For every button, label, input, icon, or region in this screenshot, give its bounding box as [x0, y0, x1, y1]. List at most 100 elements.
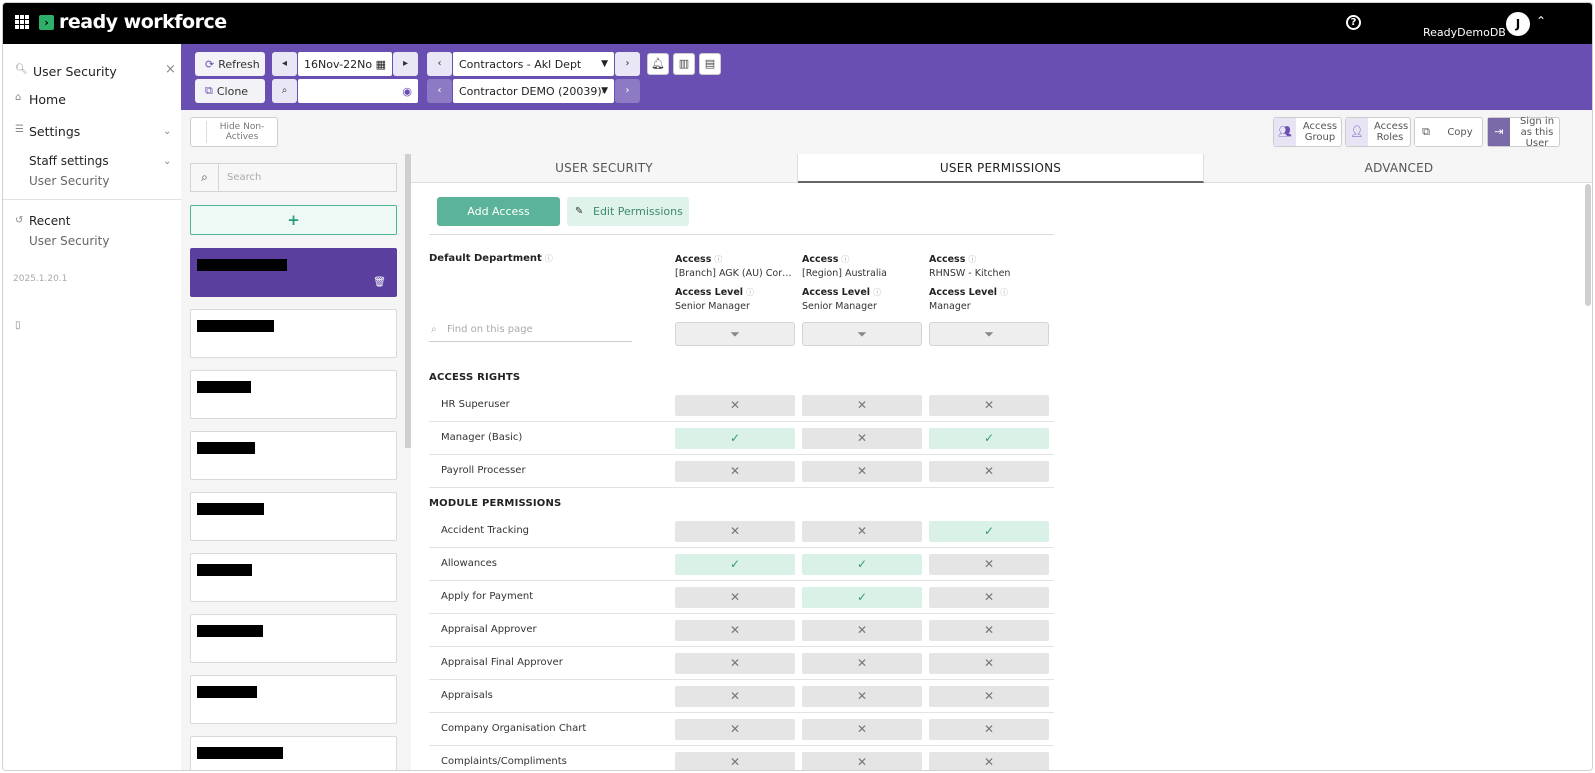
user-card[interactable] — [190, 675, 397, 724]
permission-denied-x-icon[interactable]: ✕ — [929, 587, 1049, 608]
add-access-button[interactable]: Add Access — [437, 197, 560, 226]
user-search-input[interactable]: ⌕ Search — [190, 163, 397, 192]
access-roles-button[interactable]: 👤︎ Access Roles — [1345, 117, 1411, 147]
permission-denied-x-icon[interactable]: ✕ — [675, 620, 795, 641]
chevron-down-icon[interactable]: ⌄ — [163, 156, 172, 167]
column-filter-button[interactable]: ⏷ — [802, 322, 922, 346]
permission-denied-x-icon[interactable]: ✕ — [675, 686, 795, 707]
permission-granted-check-icon[interactable]: ✓ — [802, 554, 922, 575]
sign-in-as-user-button[interactable]: ⇥ Sign in as this User — [1487, 116, 1560, 149]
sidebar-recent-user-security[interactable]: User Security — [29, 234, 110, 248]
user-card[interactable] — [190, 309, 397, 358]
user-card[interactable] — [190, 614, 397, 663]
tab-advanced[interactable]: ADVANCED — [1364, 161, 1434, 175]
permission-denied-x-icon[interactable]: ✕ — [675, 461, 795, 482]
find-on-page-input[interactable]: ⌕ Find on this page — [429, 320, 632, 342]
column-filter-button[interactable]: ⏷ — [675, 322, 795, 346]
user-card[interactable] — [190, 370, 397, 419]
permission-denied-x-icon[interactable]: ✕ — [675, 719, 795, 740]
toggle-switch[interactable] — [195, 121, 207, 143]
sliders-icon: ☰ — [15, 124, 24, 135]
chevron-down-icon[interactable]: ⌄ — [163, 126, 172, 137]
redacted-name — [197, 381, 251, 393]
permission-denied-x-icon[interactable]: ✕ — [929, 686, 1049, 707]
permission-denied-x-icon[interactable]: ✕ — [802, 461, 922, 482]
user-card[interactable] — [190, 736, 397, 770]
app-launcher-icon[interactable] — [15, 15, 29, 29]
permission-denied-x-icon[interactable]: ✕ — [929, 461, 1049, 482]
content-scrollbar[interactable] — [1585, 184, 1591, 306]
permission-granted-check-icon[interactable]: ✓ — [929, 428, 1049, 449]
department-select[interactable]: Contractors - Akl Dept ▼ — [453, 52, 614, 76]
refresh-button[interactable]: ⟳ Refresh — [195, 52, 265, 76]
bell-icon[interactable]: 🔔︎ — [647, 53, 669, 75]
user-card[interactable] — [190, 431, 397, 480]
date-prev-button[interactable]: ◂ — [272, 52, 297, 76]
eye-icon[interactable]: ◉ — [402, 84, 412, 98]
column-filter-button[interactable]: ⏷ — [929, 322, 1049, 346]
permission-denied-x-icon[interactable]: ✕ — [929, 554, 1049, 575]
department-next-button[interactable]: › — [615, 52, 640, 76]
building-icon[interactable]: ▥ — [673, 53, 695, 75]
clone-button[interactable]: ⧉ Clone — [195, 79, 265, 103]
permission-denied-x-icon[interactable]: ✕ — [675, 395, 795, 416]
permission-denied-x-icon[interactable]: ✕ — [929, 719, 1049, 740]
calendar-icon[interactable]: ▦ — [375, 57, 386, 71]
add-user-button[interactable]: + — [190, 205, 397, 235]
tab-user-permissions[interactable]: USER PERMISSIONS — [798, 154, 1204, 183]
permission-denied-x-icon[interactable]: ✕ — [929, 620, 1049, 641]
permission-denied-x-icon[interactable]: ✕ — [675, 653, 795, 674]
permission-denied-x-icon[interactable]: ✕ — [929, 395, 1049, 416]
sidebar-item-home[interactable]: Home — [29, 92, 66, 107]
contractor-prev-button[interactable]: ‹ — [427, 79, 452, 103]
sidebar-item-staff-settings[interactable]: Staff settings — [29, 154, 109, 168]
user-avatar[interactable]: J — [1506, 12, 1530, 36]
redacted-name — [197, 625, 263, 637]
id-card-icon[interactable]: ▤ — [699, 53, 721, 75]
permission-granted-check-icon[interactable]: ✓ — [802, 587, 922, 608]
department-prev-button[interactable]: ‹ — [427, 52, 452, 76]
user-list-scrollbar[interactable] — [405, 154, 411, 448]
tab-user-security[interactable]: USER SECURITY — [411, 154, 798, 183]
user-card[interactable]: 🗑︎ — [190, 248, 397, 297]
sidebar-item-recent[interactable]: Recent — [29, 214, 71, 228]
user-card[interactable] — [190, 492, 397, 541]
permission-denied-x-icon[interactable]: ✕ — [802, 719, 922, 740]
date-next-button[interactable]: ▸ — [393, 52, 418, 76]
permission-denied-x-icon[interactable]: ✕ — [802, 653, 922, 674]
permission-granted-check-icon[interactable]: ✓ — [929, 521, 1049, 542]
sidebar-item-settings[interactable]: Settings — [29, 124, 81, 139]
collapse-sidebar-icon[interactable]: ▯ — [15, 320, 21, 331]
sidebar-open-item[interactable]: User Security — [33, 64, 117, 79]
copy-button[interactable]: ⧉ Copy — [1414, 117, 1483, 147]
permission-denied-x-icon[interactable]: ✕ — [802, 428, 922, 449]
trash-icon[interactable]: 🗑︎ — [373, 277, 386, 288]
contractor-next-button[interactable]: › — [615, 79, 640, 103]
permission-granted-check-icon[interactable]: ✓ — [675, 428, 795, 449]
search-icon: ⌕ — [431, 324, 437, 335]
permission-denied-x-icon[interactable]: ✕ — [802, 521, 922, 542]
permission-denied-x-icon[interactable]: ✕ — [929, 752, 1049, 770]
user-card[interactable] — [190, 553, 397, 602]
chevron-up-icon[interactable]: ⌃ — [1536, 14, 1547, 28]
help-icon[interactable]: ? — [1346, 15, 1361, 30]
permission-denied-x-icon[interactable]: ✕ — [929, 653, 1049, 674]
contractor-select[interactable]: Contractor DEMO (20039)- ▼ — [453, 79, 614, 103]
sidebar-subitem-user-security[interactable]: User Security — [29, 174, 110, 188]
permission-denied-x-icon[interactable]: ✕ — [675, 752, 795, 770]
staff-search-field[interactable]: ◉ — [298, 79, 418, 103]
hide-non-actives-toggle[interactable]: Hide Non-Actives — [190, 117, 278, 147]
permission-denied-x-icon[interactable]: ✕ — [802, 620, 922, 641]
permission-granted-check-icon[interactable]: ✓ — [675, 554, 795, 575]
permission-denied-x-icon[interactable]: ✕ — [802, 395, 922, 416]
access-group-button[interactable]: 👥︎ Access Group — [1273, 117, 1342, 147]
search-toggle-button[interactable]: ⌕ — [272, 79, 297, 103]
permission-denied-x-icon[interactable]: ✕ — [802, 752, 922, 770]
date-range-field[interactable]: 16Nov-22No ▦ — [298, 52, 392, 76]
close-icon[interactable]: × — [165, 62, 176, 77]
clone-label: Clone — [216, 84, 249, 98]
permission-denied-x-icon[interactable]: ✕ — [802, 686, 922, 707]
permission-denied-x-icon[interactable]: ✕ — [675, 521, 795, 542]
permission-denied-x-icon[interactable]: ✕ — [675, 587, 795, 608]
edit-permissions-button[interactable]: ✎ Edit Permissions — [567, 197, 689, 226]
